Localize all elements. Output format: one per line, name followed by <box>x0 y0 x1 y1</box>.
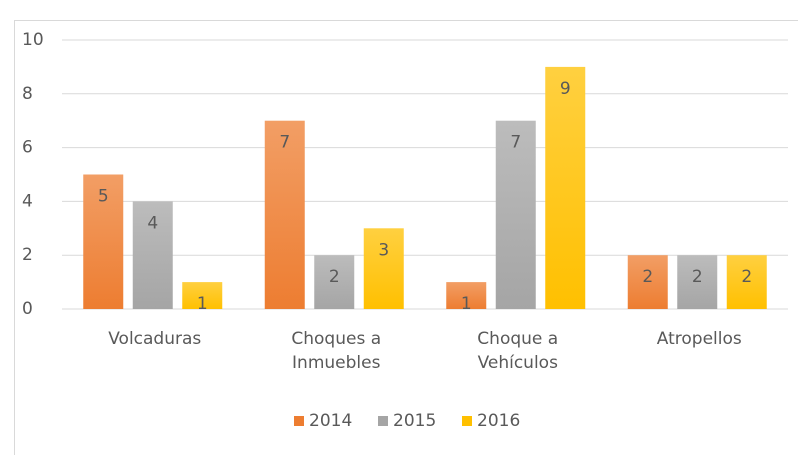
bar <box>314 255 355 309</box>
legend-swatch <box>294 416 304 426</box>
bar <box>677 255 718 309</box>
data-label: 7 <box>279 133 290 153</box>
x-tick-label: Choques a Inmuebles <box>291 329 382 373</box>
data-label: 3 <box>378 240 389 260</box>
legend-swatch <box>462 416 472 426</box>
y-tick-label: 2 <box>22 245 33 265</box>
bar <box>627 255 668 309</box>
x-tick-label: Choque a Vehículos <box>477 329 559 373</box>
data-label: 1 <box>197 294 208 314</box>
x-tick-label: Atropellos <box>656 329 742 349</box>
data-label: 2 <box>741 267 752 287</box>
y-tick-label: 0 <box>22 299 33 319</box>
data-label: 2 <box>642 267 653 287</box>
x-tick-label: Volcaduras <box>108 329 202 349</box>
bar <box>83 174 124 309</box>
data-label: 7 <box>510 133 521 153</box>
data-label: 2 <box>329 267 340 287</box>
bar <box>495 120 536 309</box>
bar <box>132 201 173 309</box>
chart-frame <box>14 20 798 455</box>
legend-label: 2015 <box>393 411 436 431</box>
y-tick-label: 8 <box>22 84 33 104</box>
bar <box>264 120 305 309</box>
bar <box>545 66 586 310</box>
y-tick-label: 4 <box>22 191 33 211</box>
bar <box>182 282 223 309</box>
y-tick-label: 10 <box>22 30 44 50</box>
legend-label: 2014 <box>309 411 352 431</box>
data-label: 5 <box>98 187 109 207</box>
bar <box>726 255 767 309</box>
legend-swatch <box>378 416 388 426</box>
data-label: 4 <box>147 213 158 233</box>
y-tick-label: 6 <box>22 138 33 158</box>
data-label: 1 <box>461 294 472 314</box>
data-label: 9 <box>560 79 571 99</box>
data-label: 2 <box>692 267 703 287</box>
legend-label: 2016 <box>477 411 520 431</box>
bar <box>363 228 404 309</box>
bar <box>446 282 487 309</box>
